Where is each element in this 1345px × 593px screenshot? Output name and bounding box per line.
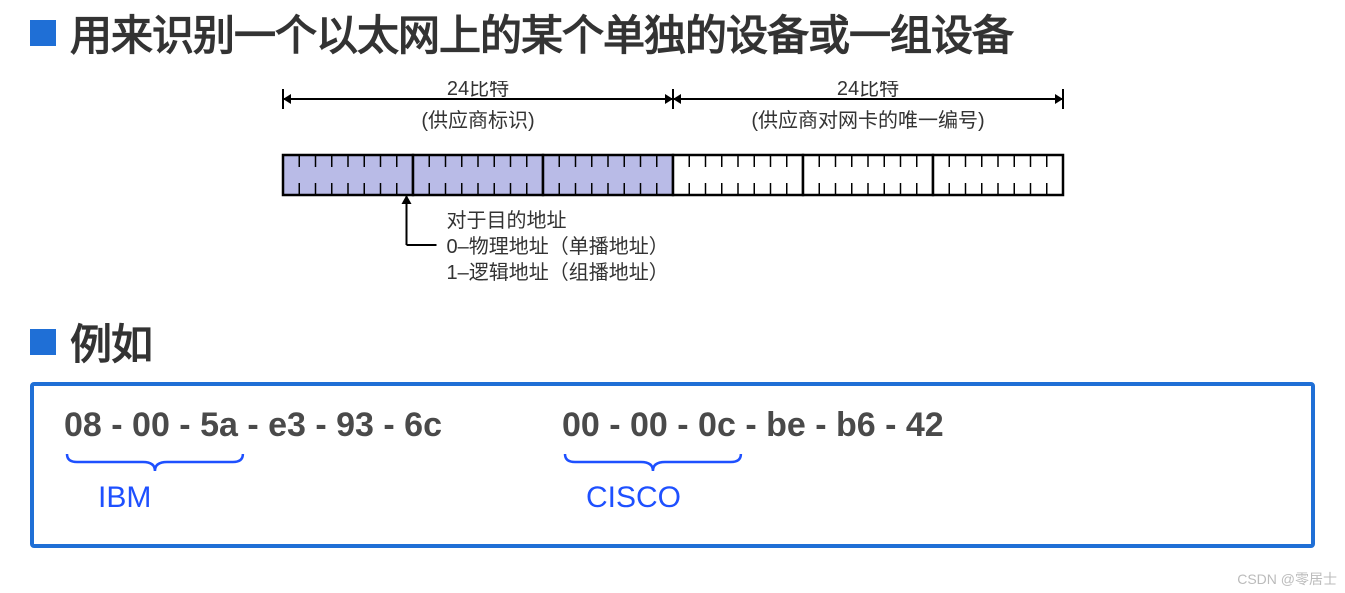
svg-text:24比特: 24比特 (446, 81, 508, 100)
svg-text:(供应商标识): (供应商标识) (421, 109, 534, 132)
mac-address-2: 00 - 00 - 0c - be - b6 - 42 (562, 406, 944, 445)
bullet-icon (30, 20, 56, 46)
example-heading: 例如 (70, 311, 152, 372)
brace-icon (64, 451, 246, 473)
mac-address-1: 08 - 00 - 5a - e3 - 93 - 6c (64, 406, 442, 445)
svg-text:0–物理地址（单播地址）: 0–物理地址（单播地址） (446, 235, 668, 258)
mac-structure-diagram: 24比特 (供应商标识) 24比特 (供应商对网卡的唯一编号) 对于目的地址 0–物理地址… (263, 81, 1083, 301)
svg-text:对于目的地址: 对于目的地址 (446, 209, 566, 232)
bullet-icon (30, 329, 56, 355)
vendor-label-2: CISCO (586, 481, 681, 515)
brace-icon (562, 451, 744, 473)
watermark: CSDN @零居士 (1237, 569, 1337, 589)
example-heading-row: 例如 (30, 311, 1315, 372)
example-box: 08 - 00 - 5a - e3 - 93 - 6c 00 - 00 - 0c… (30, 382, 1315, 548)
page-title: 用来识别一个以太网上的某个单独的设备或一组设备 (70, 2, 1013, 63)
svg-text:(供应商对网卡的唯一编号): (供应商对网卡的唯一编号) (751, 109, 984, 132)
title-row: 用来识别一个以太网上的某个单独的设备或一组设备 (30, 2, 1315, 63)
vendor-label-1: IBM (98, 481, 151, 515)
svg-text:1–逻辑地址（组播地址）: 1–逻辑地址（组播地址） (446, 261, 668, 284)
svg-text:24比特: 24比特 (836, 81, 898, 100)
